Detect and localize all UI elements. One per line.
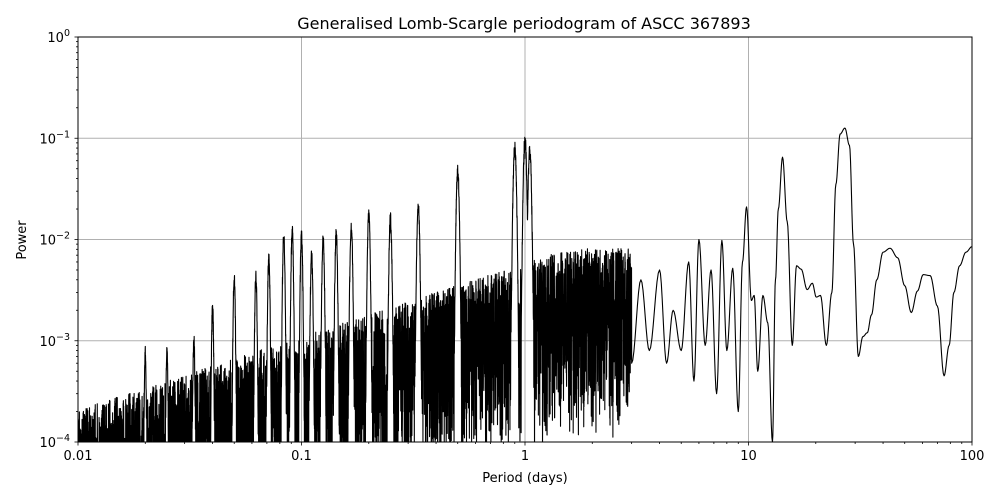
y-tick-label: 10−3 bbox=[39, 332, 70, 350]
y-tick-label: 100 bbox=[47, 28, 70, 46]
power-curve bbox=[78, 127, 972, 442]
x-tick-label: 0.1 bbox=[291, 449, 312, 464]
x-tick-label: 1 bbox=[521, 449, 529, 464]
x-tick-label: 10 bbox=[740, 449, 757, 464]
x-axis-ticks: 0.01 0.1 1 10 100 bbox=[64, 442, 985, 464]
y-axis-ticks: 10−4 10−3 10−2 10−1 100 bbox=[39, 28, 78, 451]
y-tick-label: 10−2 bbox=[39, 231, 70, 249]
y-axis-label: Power bbox=[15, 220, 30, 260]
chart-title: Generalised Lomb-Scargle periodogram of … bbox=[297, 14, 751, 33]
x-axis-label: Period (days) bbox=[482, 471, 568, 486]
periodogram-line bbox=[78, 127, 972, 442]
x-tick-label: 0.01 bbox=[64, 449, 93, 464]
y-tick-label: 10−1 bbox=[39, 129, 70, 147]
y-tick-label: 10−4 bbox=[39, 433, 70, 451]
x-tick-label: 100 bbox=[960, 449, 985, 464]
